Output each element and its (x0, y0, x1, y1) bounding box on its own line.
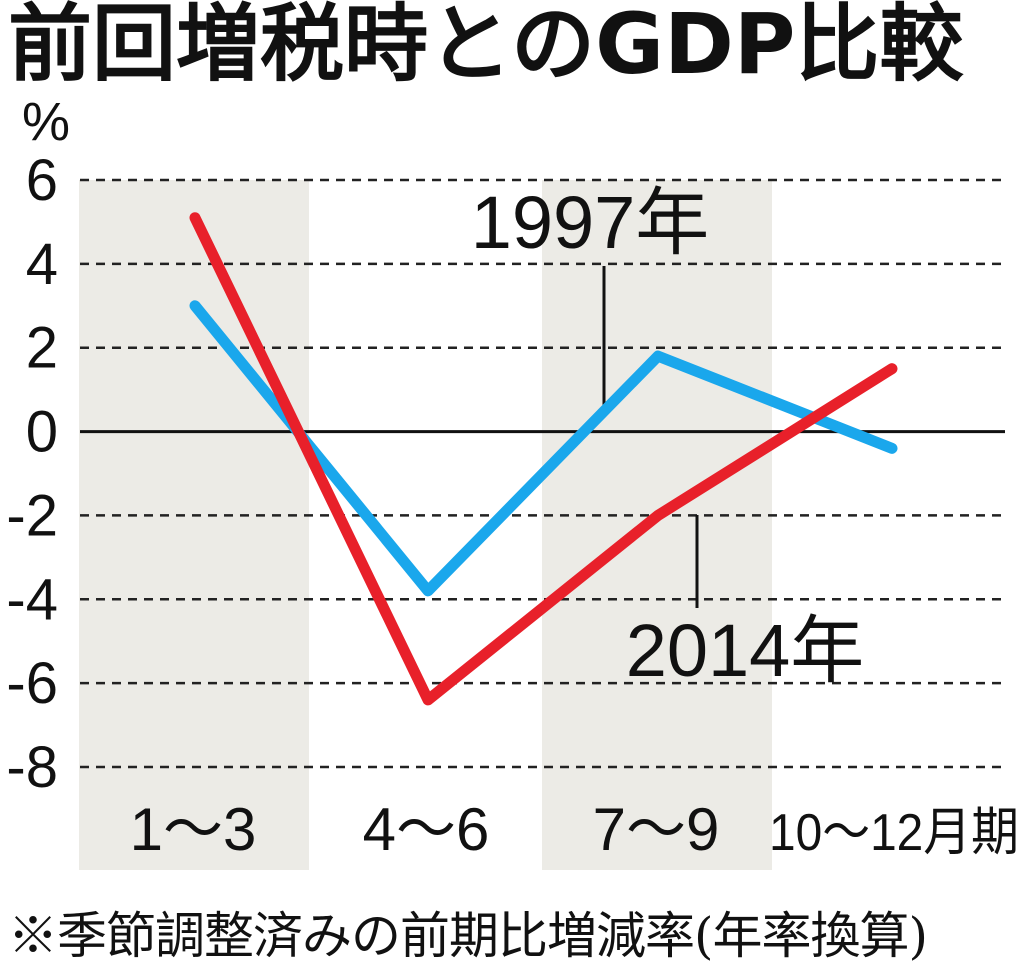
chart-title: 前回増税時とのGDP比較 (8, 0, 964, 93)
series-label-1997: 1997年 (471, 181, 710, 264)
x-tick-label: 1～3 (130, 796, 257, 863)
series-label-2014: 2014年 (626, 609, 865, 692)
series-line-1 (189, 212, 898, 706)
y-tick-label: -4 (6, 567, 58, 632)
shade-band-0 (79, 180, 309, 870)
y-tick-label: -6 (6, 651, 58, 716)
y-tick-label: 6 (26, 148, 58, 213)
x-tick-label: 10～12月期 (769, 804, 1019, 862)
x-tick-label: 7～9 (593, 796, 720, 863)
y-axis-unit: % (22, 92, 70, 152)
y-tick-label: -2 (6, 483, 58, 548)
y-tick-label: -8 (6, 735, 58, 800)
y-tick-label: 2 (26, 316, 58, 381)
y-tick-label: 4 (26, 232, 58, 297)
footnote: ※季節調整済みの前期比増減率(年率換算) (8, 907, 928, 965)
shade-band-2 (542, 180, 772, 870)
y-tick-label: 0 (26, 400, 58, 465)
x-tick-label: 4～6 (363, 796, 490, 863)
